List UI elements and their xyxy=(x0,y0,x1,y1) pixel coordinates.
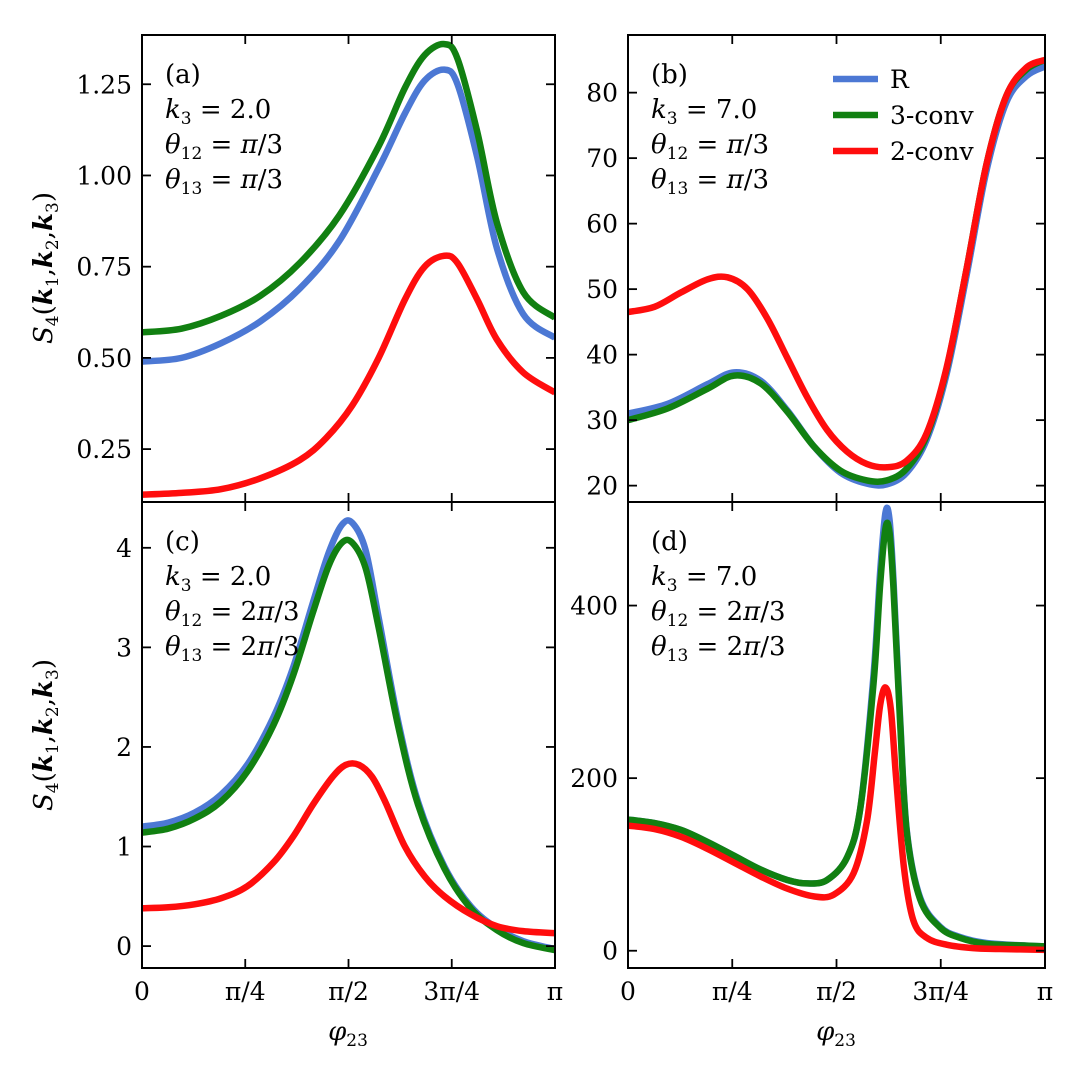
y-tick-label: 50 xyxy=(586,275,618,304)
parameter-label: θ12 = π/3 xyxy=(651,130,769,164)
series-group xyxy=(142,40,555,498)
x-axis-label-right: φ23 xyxy=(816,1017,856,1051)
series-line-3-conv xyxy=(142,40,555,336)
parameter-label: θ12 = π/3 xyxy=(165,130,283,164)
series-line-2-conv xyxy=(628,684,1045,954)
parameter-label: θ12 = 2π/3 xyxy=(651,597,786,631)
panel-label: (c) xyxy=(165,527,200,557)
y-tick-label: 0 xyxy=(602,937,618,966)
panel-label: (d) xyxy=(651,527,688,557)
y-tick-label: 4 xyxy=(116,534,132,563)
x-tick-label: π/4 xyxy=(225,977,266,1006)
y-tick-label: 400 xyxy=(570,592,618,621)
parameter-label: θ12 = 2π/3 xyxy=(165,597,300,631)
x-tick-label: π/4 xyxy=(712,977,753,1006)
legend-label: 3-conv xyxy=(890,101,975,130)
y-axis-label-top: S4(k1,k2,k3) xyxy=(29,192,63,344)
series-line-3-conv xyxy=(628,519,1045,950)
x-tick-label: π/2 xyxy=(328,977,369,1006)
legend: R 3-conv 2-conv xyxy=(833,65,975,166)
x-tick-label: π/2 xyxy=(816,977,857,1006)
y-tick-label: 60 xyxy=(586,210,618,239)
series-line-3-conv xyxy=(142,536,555,954)
y-axis-label-bottom: S4(k1,k2,k3) xyxy=(29,659,63,811)
x-tick-label: 3π/4 xyxy=(912,977,969,1006)
y-tick-label: 0.25 xyxy=(76,435,132,464)
y-tick-label: 0.75 xyxy=(76,253,132,282)
y-tick-label: 2 xyxy=(116,733,132,762)
y-tick-label: 70 xyxy=(586,144,618,173)
parameter-label: k3 = 2.0 xyxy=(165,95,271,129)
x-tick-label: π xyxy=(547,977,563,1006)
parameter-label: θ13 = 2π/3 xyxy=(165,632,300,666)
parameter-label: k3 = 7.0 xyxy=(651,562,757,596)
parameter-label: θ13 = π/3 xyxy=(651,165,769,199)
panel-label: (a) xyxy=(165,60,201,90)
y-tick-label: 30 xyxy=(586,406,618,435)
x-tick-label: π xyxy=(1037,977,1053,1006)
y-tick-label: 0.50 xyxy=(76,344,132,373)
legend-label: 2-conv xyxy=(890,137,975,166)
y-tick-label: 3 xyxy=(116,633,132,662)
y-tick-label: 0 xyxy=(116,932,132,961)
parameter-label: k3 = 7.0 xyxy=(651,95,757,129)
series-group xyxy=(628,504,1045,954)
parameter-label: θ13 = 2π/3 xyxy=(651,632,786,666)
y-tick-label: 1.00 xyxy=(76,161,132,190)
series-line-2-conv xyxy=(628,56,1045,471)
x-tick-label: 0 xyxy=(134,977,150,1006)
parameter-label: k3 = 2.0 xyxy=(165,562,271,596)
y-tick-label: 200 xyxy=(570,764,618,793)
x-tick-label: 3π/4 xyxy=(423,977,480,1006)
series-line-2-conv xyxy=(142,252,555,498)
series-group xyxy=(142,517,555,954)
series-group xyxy=(628,56,1045,489)
parameter-label: θ13 = π/3 xyxy=(165,165,283,199)
y-tick-label: 80 xyxy=(586,79,618,108)
series-line-r xyxy=(142,66,555,365)
y-tick-label: 1.25 xyxy=(76,70,132,99)
series-line-2-conv xyxy=(142,760,555,937)
x-axis-label-left: φ23 xyxy=(328,1017,368,1051)
y-tick-label: 1 xyxy=(116,833,132,862)
x-tick-label: 0 xyxy=(620,977,636,1006)
y-tick-label: 40 xyxy=(586,341,618,370)
y-tick-label: 20 xyxy=(586,472,618,501)
panel-label: (b) xyxy=(651,60,688,90)
legend-label: R xyxy=(890,65,910,94)
